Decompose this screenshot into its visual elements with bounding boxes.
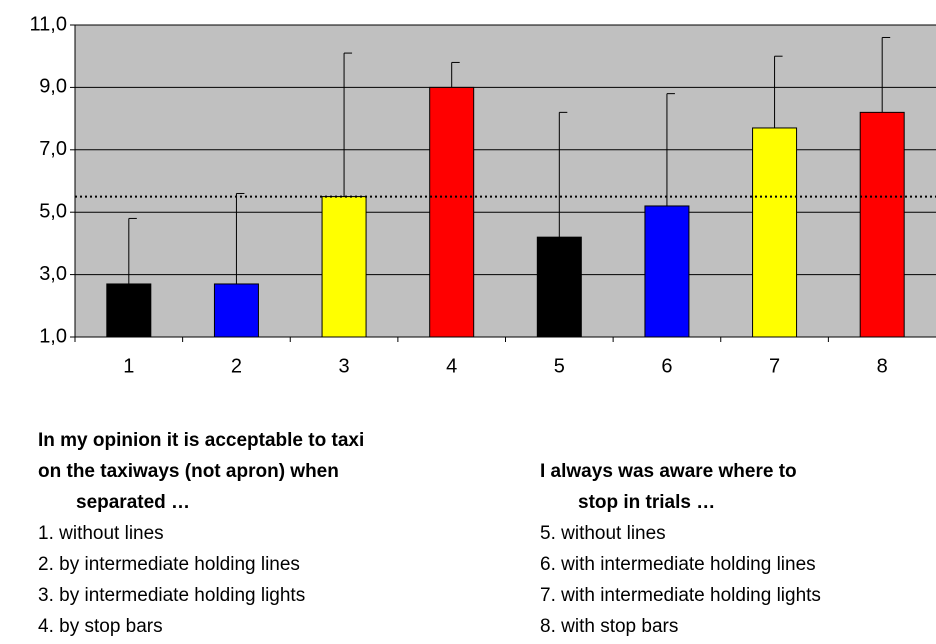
- x-tick-label: 8: [877, 355, 888, 377]
- bar: [213, 283, 259, 338]
- x-tick-label: 6: [661, 355, 672, 377]
- caption-item: 3. by intermediate holding lights: [38, 585, 306, 606]
- caption-right: I always was aware where to stop in trial…: [540, 456, 821, 642]
- bar: [644, 205, 690, 338]
- caption-item: 8. with stop bars: [540, 616, 679, 637]
- caption-title: I always was aware where to: [540, 461, 797, 482]
- caption-item: 4. by stop bars: [38, 616, 163, 637]
- caption-title: separated …: [76, 492, 191, 513]
- chart: 1,0 3,0 5,0 7,0 9,0 11,0 1 2 3 4 5 6 7 8: [30, 13, 936, 377]
- plot-area: [75, 25, 936, 337]
- x-tick-label: 4: [446, 355, 457, 377]
- bar: [859, 111, 905, 338]
- caption-item: 6. with intermediate holding lines: [540, 554, 816, 575]
- bar: [321, 196, 367, 338]
- x-tick-label: 5: [554, 355, 565, 377]
- caption-item: 5. without lines: [540, 523, 666, 544]
- x-tick-label: 3: [339, 355, 350, 377]
- caption-left: In my opinion it is acceptable to taxi on…: [38, 425, 364, 642]
- y-tick-label: 1,0: [39, 325, 67, 347]
- caption-item: 7. with intermediate holding lights: [540, 585, 821, 606]
- y-tick-label: 5,0: [39, 200, 67, 222]
- bar: [752, 127, 798, 338]
- bar: [536, 236, 582, 338]
- y-tick-label: 7,0: [39, 138, 67, 160]
- x-tick-label: 7: [769, 355, 780, 377]
- caption-item: 2. by intermediate holding lines: [38, 554, 300, 575]
- y-tick-label: 3,0: [39, 263, 67, 285]
- caption-item: 1. without lines: [38, 523, 164, 544]
- y-tick-label: 11,0: [30, 13, 67, 35]
- bar: [429, 86, 475, 338]
- caption-title: on the taxiways (not apron) when: [38, 461, 339, 482]
- x-tick-label: 1: [123, 355, 134, 377]
- caption-title: stop in trials …: [578, 492, 716, 513]
- bar: [106, 283, 152, 338]
- y-tick-label: 9,0: [39, 76, 67, 98]
- x-tick-label: 2: [231, 355, 242, 377]
- caption-title: In my opinion it is acceptable to taxi: [38, 430, 365, 451]
